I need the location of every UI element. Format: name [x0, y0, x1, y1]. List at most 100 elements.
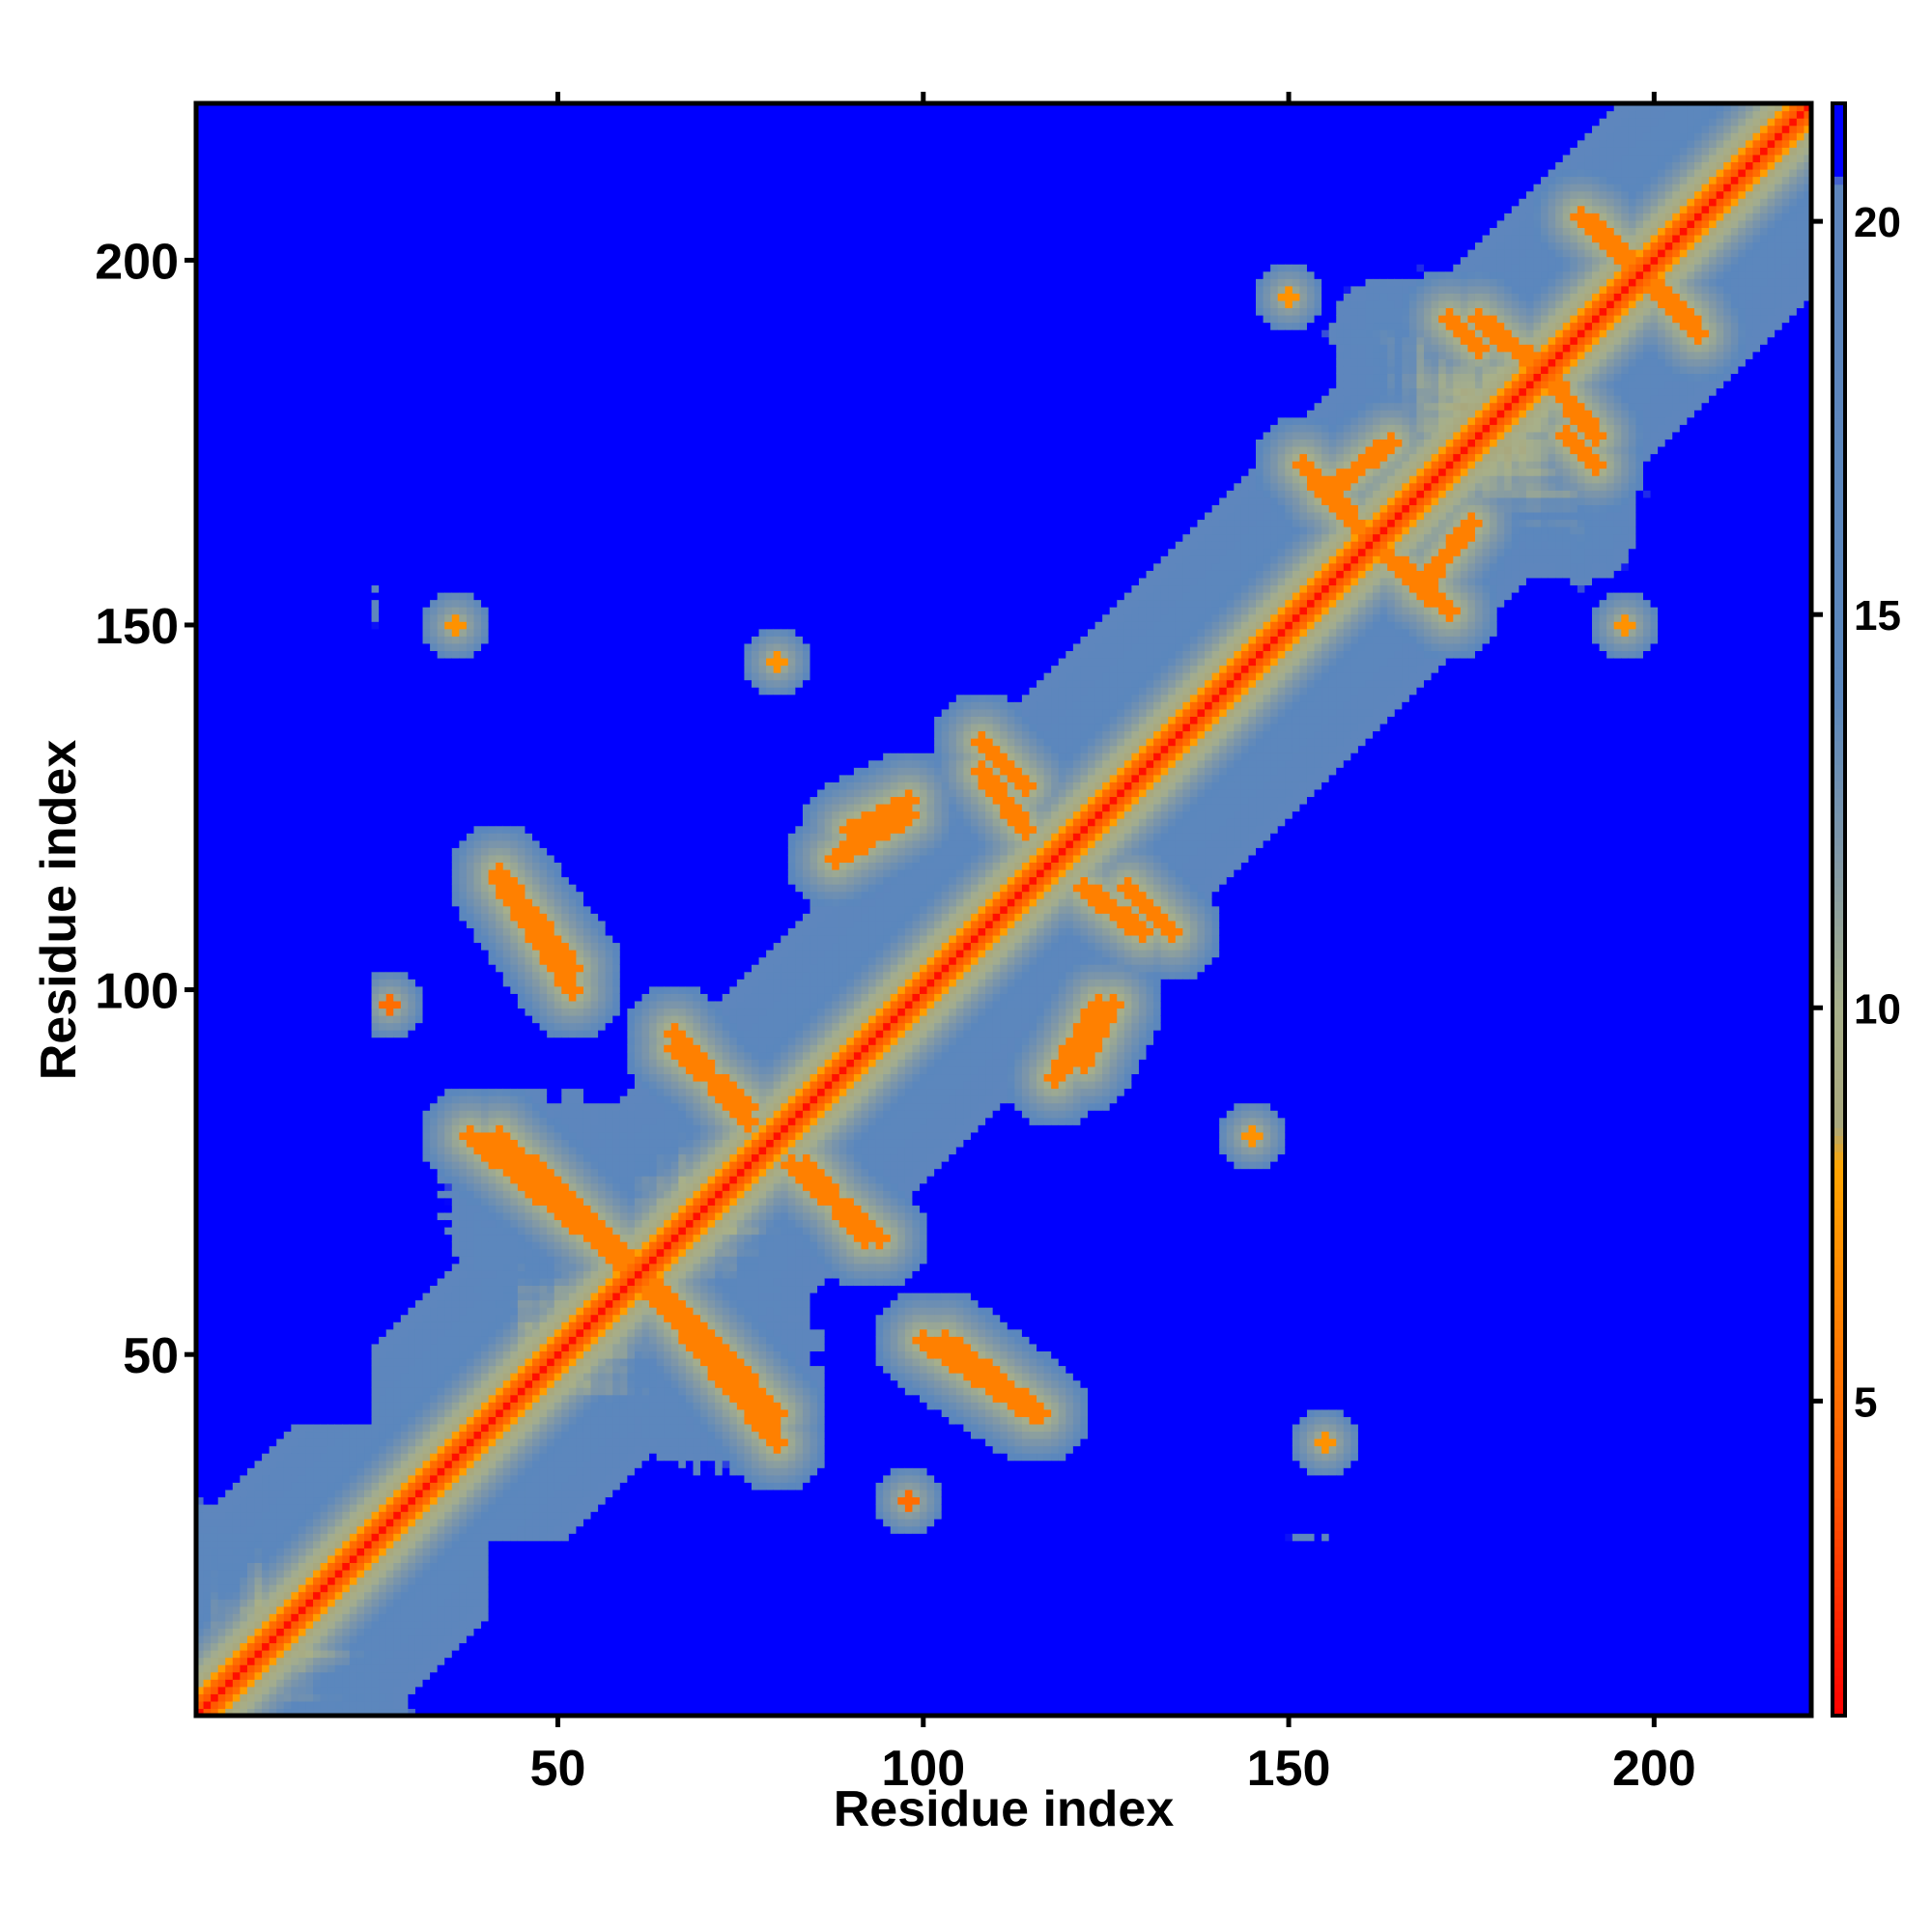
heatmap-cell	[327, 445, 336, 455]
heatmap-cell	[269, 365, 277, 375]
heatmap-cell	[262, 139, 270, 148]
heatmap-cell	[246, 628, 256, 637]
heatmap-cell	[196, 730, 205, 739]
heatmap-cell	[240, 322, 248, 330]
heatmap-cell	[225, 1408, 234, 1417]
heatmap-cell	[232, 1219, 241, 1228]
heatmap-cell	[305, 118, 314, 127]
heatmap-cell	[349, 1015, 358, 1024]
heatmap-cell	[291, 1591, 299, 1600]
heatmap-cell	[305, 833, 314, 841]
heatmap-cell	[211, 657, 219, 667]
heatmap-cell	[298, 270, 307, 279]
heatmap-cell	[349, 1088, 358, 1096]
heatmap-cell	[211, 804, 219, 812]
heatmap-cell	[262, 198, 270, 207]
heatmap-cell	[217, 767, 226, 776]
heatmap-cell	[334, 1605, 343, 1614]
heatmap-cell	[225, 1482, 234, 1491]
heatmap-cell	[320, 753, 328, 761]
heatmap-cell	[349, 796, 358, 805]
heatmap-cell	[269, 1540, 277, 1548]
heatmap-cell	[240, 1073, 248, 1082]
heatmap-cell	[203, 468, 212, 476]
heatmap-cell	[291, 161, 299, 170]
heatmap-cell	[334, 504, 343, 513]
heatmap-cell	[283, 1671, 292, 1680]
heatmap-cell	[327, 1533, 336, 1542]
heatmap-cell	[269, 694, 277, 702]
heatmap-cell	[291, 884, 299, 893]
heatmap-cell	[349, 1321, 358, 1330]
heatmap-cell	[342, 410, 351, 418]
heatmap-cell	[196, 701, 205, 710]
heatmap-cell	[217, 118, 226, 127]
heatmap-cell	[305, 1350, 314, 1359]
heatmap-cell	[254, 1642, 263, 1651]
heatmap-cell	[225, 993, 234, 1002]
heatmap-cell	[246, 213, 256, 221]
heatmap-cell	[217, 1030, 226, 1038]
heatmap-cell	[246, 351, 256, 359]
heatmap-cell	[334, 1402, 343, 1410]
heatmap-cell	[291, 1277, 299, 1287]
heatmap-cell	[342, 1285, 351, 1293]
heatmap-cell	[254, 1153, 263, 1162]
heatmap-cell	[276, 103, 285, 112]
heatmap-cell	[320, 1671, 328, 1680]
heatmap-cell	[217, 315, 226, 324]
heatmap-cell	[254, 607, 263, 615]
heatmap-cell	[211, 599, 219, 608]
heatmap-cell	[269, 125, 277, 133]
heatmap-cell	[349, 1350, 358, 1359]
heatmap-cell	[225, 1554, 234, 1564]
heatmap-cell	[203, 336, 212, 345]
heatmap-cell	[225, 1073, 234, 1082]
heatmap-cell	[349, 1519, 358, 1527]
heatmap-cell	[291, 753, 299, 761]
heatmap-cell	[246, 934, 256, 944]
heatmap-cell	[342, 147, 351, 156]
heatmap-cell	[196, 1503, 205, 1513]
heatmap-cell	[298, 1117, 307, 1125]
heatmap-cell	[211, 884, 219, 893]
heatmap-cell	[262, 1314, 270, 1322]
heatmap-cell	[327, 1065, 336, 1075]
heatmap-cell	[217, 1482, 226, 1491]
heatmap-cell	[291, 1584, 299, 1593]
heatmap-cell	[217, 139, 226, 148]
heatmap-cell	[262, 1511, 270, 1520]
heatmap-cell	[313, 1489, 322, 1498]
heatmap-cell	[269, 1416, 277, 1425]
heatmap-cell	[240, 577, 248, 586]
heatmap-cell	[254, 118, 263, 127]
heatmap-cell	[305, 1000, 314, 1009]
heatmap-cell	[349, 1460, 358, 1468]
heatmap-cell	[327, 810, 336, 819]
heatmap-cell	[211, 738, 219, 747]
heatmap-cell	[298, 344, 307, 353]
heatmap-cell	[269, 329, 277, 338]
heatmap-cell	[283, 1051, 292, 1060]
heatmap-cell	[276, 1525, 285, 1534]
heatmap-cell	[342, 154, 351, 163]
heatmap-cell	[313, 1679, 322, 1688]
heatmap-cell	[196, 270, 205, 279]
heatmap-cell	[283, 745, 292, 753]
heatmap-cell	[342, 1634, 351, 1644]
heatmap-cell	[269, 1664, 277, 1673]
heatmap-cell	[217, 431, 226, 440]
heatmap-cell	[305, 1065, 314, 1075]
heatmap-cell	[305, 373, 314, 382]
heatmap-cell	[334, 1073, 343, 1082]
heatmap-cell	[342, 1037, 351, 1045]
heatmap-cell	[225, 1416, 234, 1425]
heatmap-cell	[334, 439, 343, 447]
heatmap-cell	[211, 387, 219, 396]
heatmap-cell	[334, 839, 343, 848]
heatmap-cell	[313, 738, 322, 747]
heatmap-cell	[342, 373, 351, 382]
heatmap-cell	[291, 1613, 299, 1622]
heatmap-cell	[356, 1373, 365, 1381]
heatmap-cell	[349, 1008, 358, 1016]
